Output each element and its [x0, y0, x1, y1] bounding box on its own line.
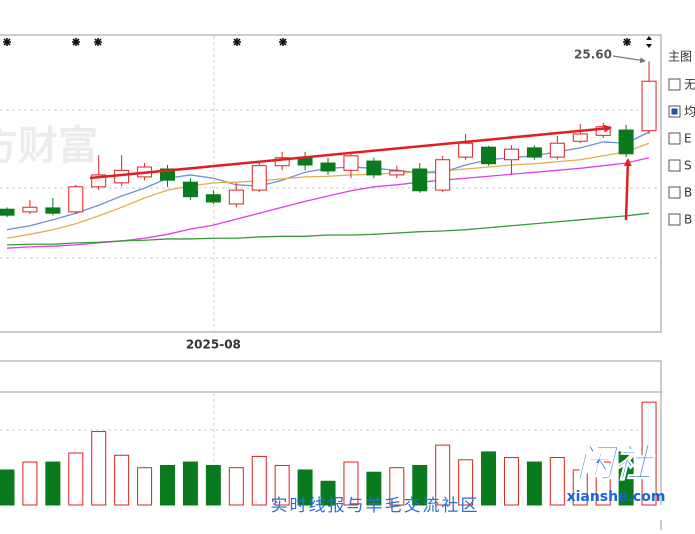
candle-body: [274, 157, 290, 167]
volume-bar: [205, 464, 221, 506]
markers: [2, 36, 652, 48]
star: [232, 37, 242, 47]
candle-body: [572, 133, 588, 142]
high-label: 25.60: [574, 48, 612, 62]
volume-bar: [251, 455, 267, 506]
volume-bar: [22, 461, 38, 506]
volume-bar: [297, 469, 313, 506]
volume-header: [0, 360, 662, 393]
checkbox: [668, 213, 681, 226]
candle-body: [68, 186, 84, 213]
logo-watermark: 闲社: [576, 442, 656, 486]
volume-bars: [0, 401, 657, 506]
volume-bar: [182, 461, 198, 506]
candle-body: [45, 207, 61, 214]
main-panel: [0, 34, 662, 333]
candle-body: [481, 146, 497, 165]
candle-body: [526, 147, 542, 158]
star: [93, 37, 103, 47]
volume-bar: [0, 469, 15, 506]
candle-body: [458, 142, 474, 158]
candle-body: [343, 155, 359, 171]
legend-item: E: [684, 132, 692, 146]
volume-bar: [274, 464, 290, 506]
volume-bar: [503, 457, 519, 506]
volume-bar: [549, 457, 565, 506]
candle-body: [435, 159, 451, 191]
volume-bar: [389, 467, 405, 506]
legend-item: S: [684, 159, 692, 173]
volume-bar: [435, 444, 451, 506]
candle-body: [182, 181, 198, 198]
volume-bar: [137, 467, 153, 506]
volume-bar: [91, 431, 107, 506]
volume-bar: [412, 464, 428, 506]
volume-bar: [228, 467, 244, 506]
star: [278, 37, 288, 47]
checkbox: [668, 78, 681, 91]
candle-body: [251, 165, 267, 191]
star: [622, 37, 632, 47]
volume-bar: [618, 451, 634, 506]
candle-body: [389, 170, 405, 176]
volume-bar: [458, 459, 474, 506]
checkbox: [668, 132, 681, 145]
ma-line: [6, 142, 650, 239]
volume-bar: [572, 469, 588, 506]
candle-body: [641, 80, 657, 132]
candle-body: [618, 129, 634, 155]
legend-item: 无: [684, 78, 695, 92]
volume-bar: [68, 452, 84, 506]
up-arrow: [623, 158, 632, 221]
candle-body: [205, 194, 221, 203]
volume-bar: [343, 461, 359, 506]
candle-body: [412, 168, 428, 192]
volume-bar: [641, 401, 657, 506]
candle-body: [320, 162, 336, 172]
candle-body: [503, 148, 519, 161]
checkbox: [668, 186, 681, 199]
volume-bar: [320, 480, 336, 506]
legend-item: 均: [684, 105, 695, 119]
trend-arrow: [89, 124, 612, 180]
candles: [0, 61, 657, 249]
star: [2, 37, 12, 47]
forum-watermark: 实时线报与羊毛交流社区: [271, 496, 480, 516]
star: [71, 37, 81, 47]
candle-body: [366, 160, 382, 176]
candle-body: [0, 208, 15, 216]
candle-body: [228, 189, 244, 205]
volume-bar: [366, 471, 382, 506]
marker: [646, 36, 652, 48]
volume-bar: [481, 451, 497, 506]
volume-bar: [526, 461, 542, 506]
candle-body: [160, 168, 176, 181]
grid: [0, 36, 660, 331]
x-tick-label: 2025-08: [186, 338, 241, 352]
volume-bar: [595, 461, 611, 506]
candle-body: [549, 142, 565, 158]
volume-bar: [160, 464, 176, 506]
ma-line: [6, 212, 650, 246]
high-arrow: [612, 55, 646, 64]
site-watermark: xianshe.com: [567, 489, 666, 505]
candle-body: [91, 174, 107, 188]
checkbox-mark: [671, 108, 678, 115]
volume-bar: [114, 454, 130, 506]
legend-title: 主图: [668, 50, 692, 64]
legend-item: B: [684, 186, 692, 200]
checkbox: [668, 159, 681, 172]
legend-item: B: [684, 213, 692, 227]
volume-bar: [45, 461, 61, 506]
candle-body: [22, 206, 38, 213]
brand-watermark: 方财富: [0, 123, 98, 169]
